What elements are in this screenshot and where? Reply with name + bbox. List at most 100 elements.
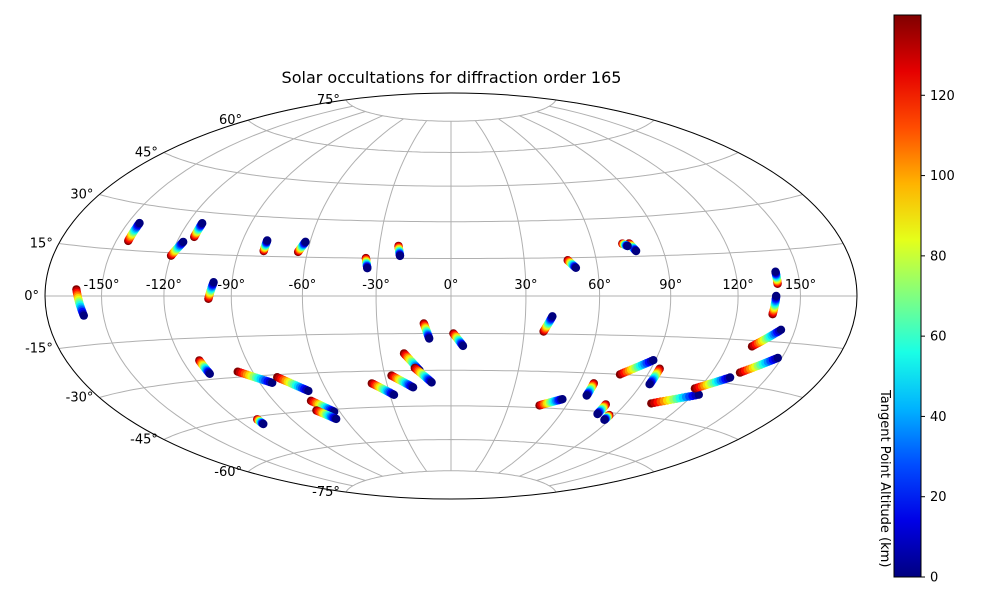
colorbar: 0 20 40 60 80 100 120 xyxy=(893,14,955,586)
lat-tick-label: 45° xyxy=(135,145,158,160)
occultation-track xyxy=(124,218,144,246)
occultation-track xyxy=(166,237,188,260)
occultation-track xyxy=(293,237,310,257)
parallel-line xyxy=(247,119,655,154)
data-point xyxy=(623,241,632,251)
occultation-track xyxy=(535,395,567,410)
parallel-line xyxy=(247,438,655,473)
occultation-track xyxy=(615,356,658,379)
occultation-track xyxy=(747,325,786,351)
map-outline xyxy=(44,92,858,500)
lat-tick-label: 75° xyxy=(317,93,340,108)
lat-tick-label: -45° xyxy=(130,433,158,448)
lon-tick-label: -120° xyxy=(146,278,182,293)
occultation-track xyxy=(253,415,268,429)
occultation-track xyxy=(273,373,313,396)
parallel-line xyxy=(345,470,557,493)
lat-tick-label: 15° xyxy=(30,236,53,251)
occultation-track xyxy=(771,267,782,288)
data-point xyxy=(363,264,372,273)
data-point xyxy=(725,373,735,382)
occultation-track xyxy=(72,285,89,320)
occultation-tracks xyxy=(72,218,786,429)
data-point xyxy=(593,409,602,419)
occultation-track xyxy=(690,373,735,393)
lon-tick-label: -30° xyxy=(362,278,390,293)
data-point xyxy=(301,237,310,246)
occultation-track xyxy=(647,390,703,408)
data-point xyxy=(427,378,436,387)
occultation-track xyxy=(190,219,207,242)
data-point xyxy=(135,218,144,228)
data-point xyxy=(645,380,654,389)
occultation-track xyxy=(387,371,418,392)
occultation-track xyxy=(563,256,581,272)
data-point xyxy=(458,341,468,351)
lon-tick-label: -90° xyxy=(217,278,245,293)
parallel-line xyxy=(345,99,557,122)
data-point xyxy=(332,414,341,424)
lon-tick-label: -60° xyxy=(289,278,317,293)
data-point xyxy=(772,291,781,301)
occultation-track xyxy=(768,291,781,319)
occultation-track xyxy=(618,239,632,251)
colorbar-tick-label: 20 xyxy=(930,490,947,505)
data-point xyxy=(79,311,89,320)
occultation-track xyxy=(204,278,218,303)
chart-title: Solar occultations for diffraction order… xyxy=(281,68,622,87)
occultation-track xyxy=(539,312,557,336)
colorbar-label: Tangent Point Altitude (km) xyxy=(877,390,892,568)
data-point xyxy=(268,378,277,387)
data-point xyxy=(425,334,434,343)
lat-tick-label: 30° xyxy=(70,188,93,203)
lon-tick-label: 90° xyxy=(659,278,682,293)
data-point xyxy=(776,325,786,334)
graticule xyxy=(45,99,857,493)
occultation-track xyxy=(735,353,782,377)
colorbar-tick-label: 100 xyxy=(930,169,955,184)
occultation-track xyxy=(195,356,214,378)
data-point xyxy=(389,390,399,399)
data-point xyxy=(179,237,188,247)
data-point xyxy=(198,219,207,228)
parallel-line xyxy=(99,369,803,398)
occultation-track xyxy=(419,319,434,343)
data-point xyxy=(649,356,658,365)
data-point xyxy=(259,419,268,429)
lon-tick-label: 0° xyxy=(444,278,459,293)
data-point xyxy=(773,353,782,363)
occultation-track xyxy=(410,363,436,387)
colorbar-gradient xyxy=(893,14,922,578)
data-point xyxy=(631,246,641,256)
data-point xyxy=(582,391,591,400)
parallel-line xyxy=(163,152,739,187)
data-point xyxy=(558,395,567,404)
parallel-line xyxy=(163,405,739,440)
lon-tick-label: 120° xyxy=(722,278,753,293)
lon-tick-label: 30° xyxy=(514,278,537,293)
occultation-track xyxy=(394,241,405,261)
data-point xyxy=(571,263,581,272)
colorbar-tick-label: 120 xyxy=(930,89,955,104)
lat-tick-label: -30° xyxy=(66,391,94,406)
data-point xyxy=(408,383,418,392)
data-point xyxy=(548,312,557,321)
lon-tick-label: -150° xyxy=(83,278,119,293)
occultation-track xyxy=(645,364,664,389)
lat-tick-label: -15° xyxy=(25,342,53,357)
lon-tick-label: 60° xyxy=(588,278,611,293)
occultation-track xyxy=(233,367,277,387)
data-point xyxy=(304,386,313,396)
lat-tick-label: -75° xyxy=(312,485,340,500)
lat-tick-label: 60° xyxy=(219,113,242,128)
occultation-track xyxy=(600,410,614,424)
occultation-track xyxy=(449,329,468,351)
colorbar-tick-label: 80 xyxy=(930,249,947,264)
data-point xyxy=(209,278,218,287)
data-point xyxy=(205,369,214,378)
data-point xyxy=(600,415,609,424)
occultation-track xyxy=(582,379,598,400)
colorbar-tick-label: 40 xyxy=(930,410,947,425)
